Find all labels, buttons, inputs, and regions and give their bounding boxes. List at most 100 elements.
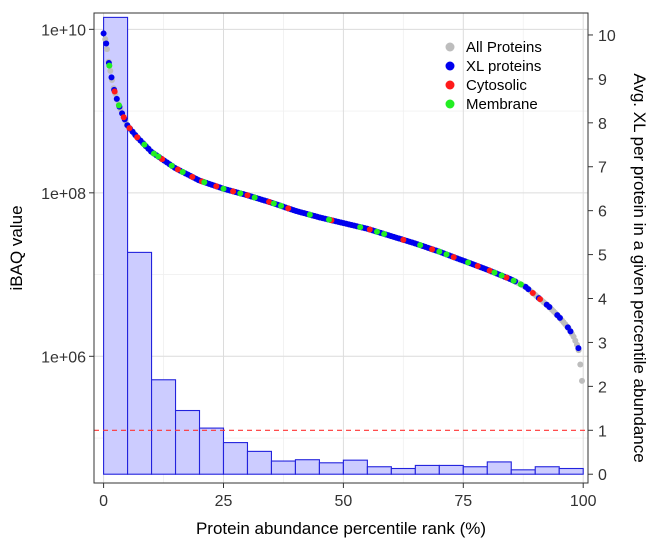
point-membrane [510,277,517,284]
right-tick-label: 8 [598,116,607,133]
histogram-bar [534,466,560,475]
point-membrane [201,179,208,186]
point-membrane [179,168,186,175]
point-membrane [517,281,524,288]
right-tick-label: 4 [598,292,607,309]
histogram-bar [342,459,368,475]
histogram-bar [318,462,344,475]
x-tick-label: 50 [334,493,352,510]
point-membrane [115,102,122,109]
right-tick-label: 2 [598,379,607,396]
point-cytosolic [366,226,373,233]
point-xl-protein [113,95,120,102]
histogram-bar [390,467,416,475]
point-membrane [251,194,258,201]
point-cytosolic [111,88,118,95]
histogram-bars [103,16,584,475]
point-membrane [306,211,313,218]
point-cytosolic [213,183,220,190]
x-axis-label: Protein abundance percentile rank (%) [196,519,486,538]
point-xl-protein [567,328,574,335]
point-xl-protein [525,286,532,293]
point-membrane [491,269,498,276]
x-axis-ticks: 0 25 50 75 100 [99,483,597,510]
right-tick-label: 3 [598,335,607,352]
point-xl-protein [103,40,110,47]
right-tick-label: 7 [598,160,607,177]
histogram-bar [486,461,512,475]
histogram-bar [246,450,273,475]
point-cytosolic [134,134,141,141]
histogram-bar [198,427,225,475]
point-membrane [465,259,472,266]
point-cytosolic [450,254,457,261]
legend-label: XL proteins [466,58,541,75]
point-all-proteins [579,377,586,384]
right-tick-label: 0 [598,467,607,484]
legend: All Proteins XL proteins Cytosolic Membrane [445,39,542,113]
point-cytosolic [285,205,292,212]
point-xl-protein [546,304,553,311]
point-all-proteins [577,361,584,368]
right-axis-label: Avg. XL per protein in a given percentil… [630,73,649,462]
x-tick-label: 100 [570,493,597,510]
point-cytosolic [429,246,436,253]
point-cytosolic [474,263,481,270]
point-membrane [237,190,244,197]
x-tick-label: 0 [99,493,108,510]
legend-label: Cytosolic [466,77,527,94]
point-cytosolic [244,192,251,199]
point-membrane [155,153,162,160]
histogram-bar [366,466,392,475]
legend-key [445,99,455,109]
scatter-points [100,30,586,384]
point-xl-protein [100,30,107,37]
point-membrane [220,185,227,192]
point-membrane [168,162,175,169]
point-cytosolic [503,274,510,281]
histogram-bar [414,464,440,475]
point-membrane [381,230,388,237]
point-all-proteins [103,46,110,53]
point-cytosolic [266,198,273,205]
point-membrane [498,272,505,279]
x-tick-label: 75 [454,493,472,510]
legend-key [445,61,455,71]
point-cytosolic [486,267,493,274]
right-tick-label: 5 [598,248,607,265]
plot-background [94,13,588,483]
histogram-bar [174,409,201,475]
point-membrane [443,251,450,258]
legend-label: All Proteins [466,39,542,56]
point-cytosolic [174,166,181,173]
legend-key [445,42,455,52]
point-membrane [357,224,364,231]
point-membrane [278,202,285,209]
histogram-bar [270,460,296,475]
left-tick-label: 1e+10 [41,22,86,39]
point-all-proteins [107,67,114,74]
left-axis-label: iBAQ value [7,205,26,290]
right-axis-ticks: 0 1 2 3 4 5 6 7 8 9 10 [588,28,616,484]
legend-label: Membrane [466,96,538,113]
right-tick-label: 6 [598,204,607,221]
histogram-bar [127,251,153,475]
point-cytosolic [120,114,127,121]
point-cytosolic [400,236,407,243]
right-tick-label: 9 [598,72,607,89]
point-membrane [141,141,148,148]
point-membrane [373,228,380,235]
point-cytosolic [189,173,196,180]
right-tick-label: 1 [598,423,607,440]
histogram-bar [222,442,249,475]
point-xl-protein [108,74,115,81]
point-xl-protein [575,345,582,352]
point-cytosolic [529,289,536,296]
histogram-bar [462,466,488,475]
grid [94,13,588,483]
x-tick-label: 25 [215,493,233,510]
point-membrane [150,150,157,157]
point-cytosolic [126,125,133,132]
point-cytosolic [230,188,237,195]
